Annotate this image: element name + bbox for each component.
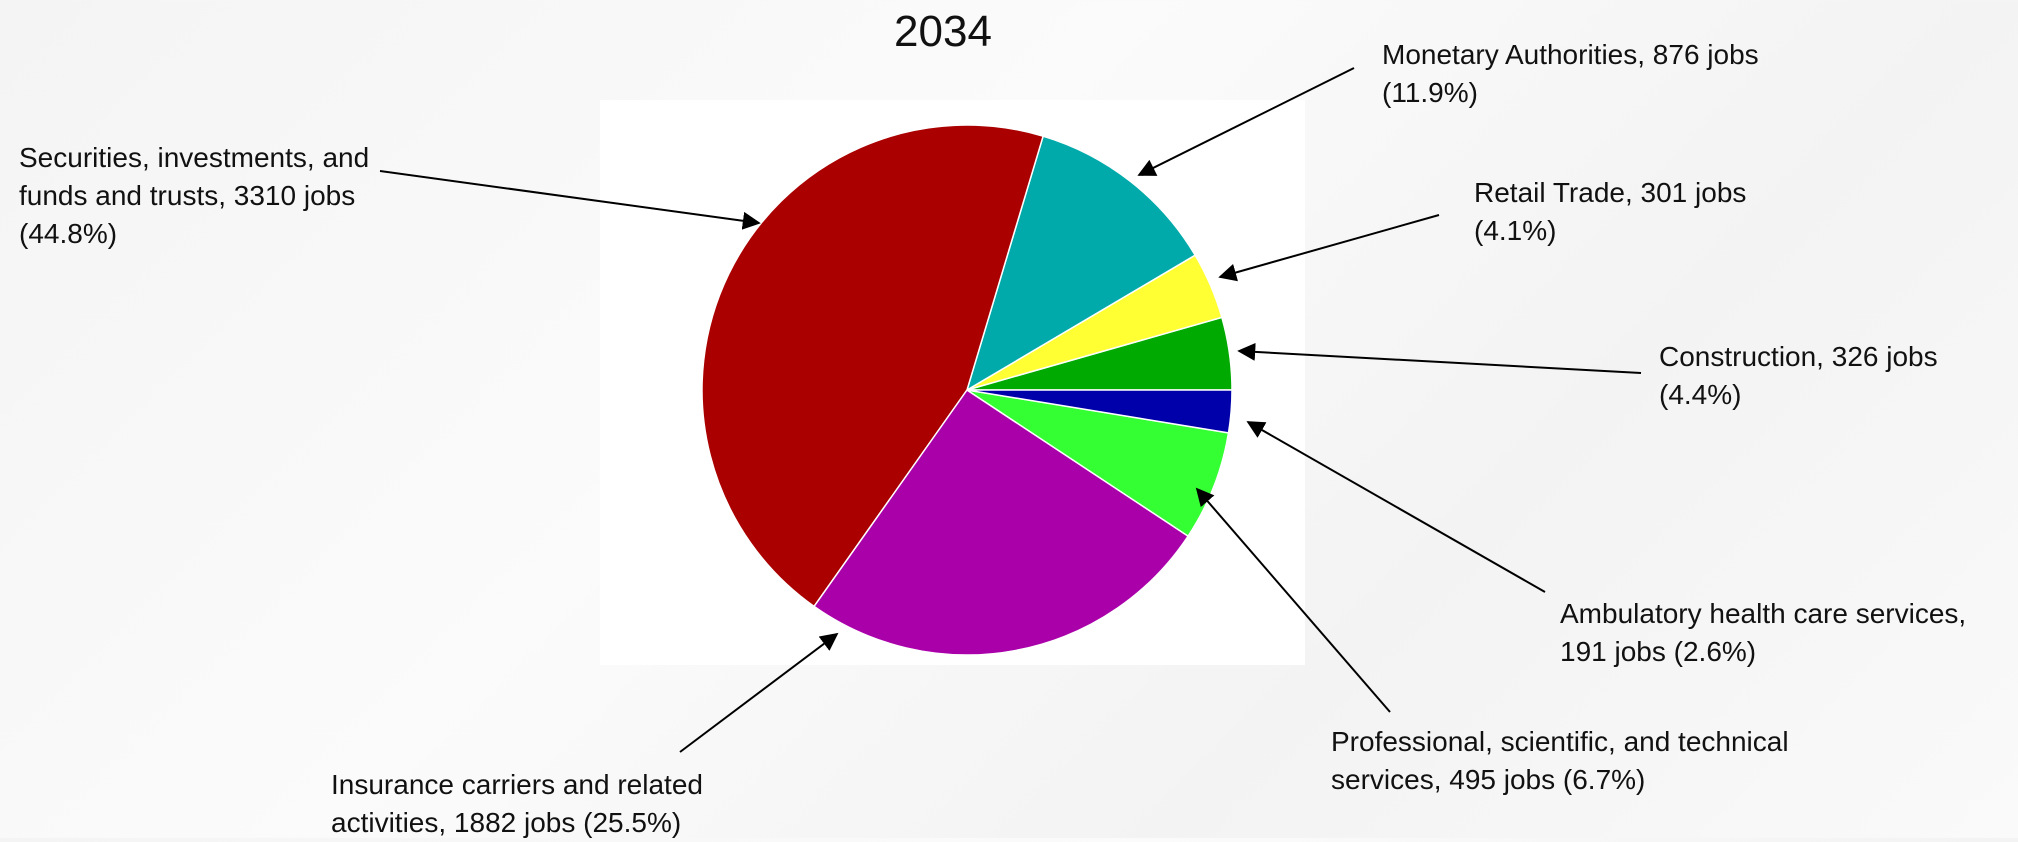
slice-label: Construction, 326 jobs (4.4%) <box>1659 341 1938 410</box>
slice-label: Ambulatory health care services, 191 job… <box>1560 598 1967 667</box>
slice-label: Retail Trade, 301 jobs (4.1%) <box>1474 177 1747 246</box>
pie-slice <box>813 388 1190 656</box>
slice-label: Insurance carriers and related activitie… <box>331 769 703 838</box>
leader-arrow <box>1137 67 1355 176</box>
leader-arrow <box>1246 421 1546 593</box>
leader-arrow <box>679 632 839 753</box>
pie-slice <box>966 389 1233 434</box>
arrows <box>379 67 1642 753</box>
pie-slice <box>701 124 1045 608</box>
slice-label: Monetary Authorities, 876 jobs (11.9%) <box>1382 39 1759 108</box>
slices <box>701 124 1233 656</box>
leader-arrow <box>379 170 761 230</box>
leader-arrow <box>1237 342 1642 374</box>
leader-arrow <box>1195 487 1391 713</box>
slice-label: Professional, scientific, and technical … <box>1331 726 1789 795</box>
leader-arrow <box>1218 214 1440 282</box>
slice-label: Securities, investments, and funds and t… <box>19 142 370 249</box>
chart-title: 2034 <box>894 7 992 56</box>
pie-slice <box>966 389 1230 538</box>
pie-slice <box>965 135 1197 392</box>
